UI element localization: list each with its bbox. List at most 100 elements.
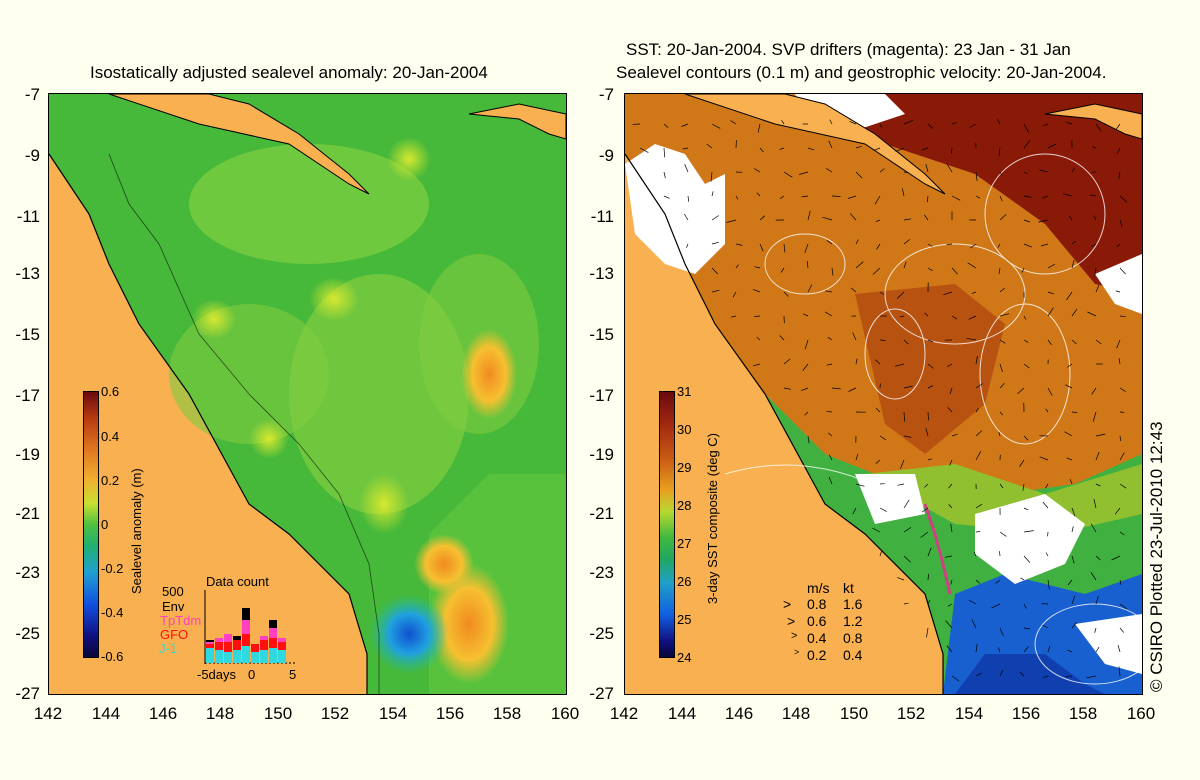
velocity-arrow (1067, 579, 1073, 586)
velocity-arrow (1094, 627, 1097, 633)
velocity-arrow (759, 147, 764, 153)
velocity-arrow (1023, 530, 1034, 533)
velocity-arrow (807, 284, 813, 293)
velocity-arrow (1020, 577, 1025, 581)
velocity-arrow (711, 289, 720, 293)
velocity-arrow (1091, 243, 1097, 248)
lat-tick-label: -25 (589, 624, 614, 643)
lat-tick-label: -23 (15, 563, 40, 582)
velocity-legend-kt: 1.6 (843, 596, 863, 612)
velocity-arrow (1067, 649, 1073, 653)
lat-tick-label: -15 (15, 325, 40, 344)
velocity-arrow (1045, 552, 1049, 557)
velocity-arrow (975, 503, 983, 509)
lon-tick-label: 158 (492, 704, 522, 723)
sealevel-contours (724, 153, 1142, 685)
velocity-arrow (1023, 140, 1031, 149)
velocity-arrow (903, 385, 913, 389)
lat-tick-label: -9 (24, 146, 40, 165)
velocity-arrow (971, 291, 977, 294)
velocity-arrow (950, 579, 953, 585)
lon-tick-label: 142 (609, 704, 639, 723)
velocity-arrow (663, 123, 669, 128)
velocity-arrow (849, 121, 857, 125)
velocity-arrow (897, 483, 905, 486)
velocity-arrow (1047, 645, 1051, 653)
velocity-arrow (824, 290, 833, 293)
sealevel-colorbar-label: 0.4 (101, 429, 120, 444)
sealevel-anomaly-field (49, 94, 566, 694)
velocity-arrow (731, 315, 737, 318)
sst-colorbar-label: 28 (677, 498, 692, 513)
velocity-arrow (1047, 143, 1057, 149)
velocity-arrow (999, 363, 1003, 373)
data-count-max: 500 (162, 584, 184, 599)
velocity-arrow (951, 195, 961, 201)
velocity-arrow (711, 267, 719, 275)
velocity-arrow (1116, 243, 1121, 247)
svp-drifter-track (923, 503, 952, 595)
velocity-arrow (1042, 123, 1049, 127)
velocity-arrow (783, 243, 786, 253)
velocity-arrow (783, 358, 791, 365)
velocity-arrow (730, 120, 737, 125)
velocity-arrow (1119, 483, 1127, 489)
velocity-arrow (781, 120, 785, 125)
velocity-arrow (927, 599, 931, 605)
sst-colorbar-label: 29 (677, 460, 692, 475)
velocity-arrow (975, 355, 978, 365)
velocity-arrow (783, 387, 791, 390)
velocity-arrow (1091, 387, 1097, 395)
lat-tick-label: -21 (589, 504, 614, 523)
velocity-arrow (779, 335, 785, 341)
velocity-arrow (855, 171, 863, 179)
velocity-arrow (804, 339, 809, 350)
velocity-arrow (1091, 146, 1097, 149)
velocity-arrow (969, 123, 977, 128)
lon-tick-label: 160 (550, 704, 580, 723)
velocity-arrow (1092, 411, 1097, 422)
velocity-arrow (998, 267, 1001, 275)
data-count-axis-label: 5 (289, 667, 297, 682)
velocity-arrow (975, 430, 983, 437)
velocity-arrow (895, 147, 905, 152)
velocity-arrow (1023, 555, 1031, 563)
lon-tick-label: 142 (33, 704, 63, 723)
lat-tick-label: -15 (589, 325, 614, 344)
lon-tick-label: 148 (205, 704, 235, 723)
velocity-arrow (1017, 387, 1025, 395)
velocity-arrow (1023, 315, 1027, 320)
velocity-arrow (855, 454, 859, 461)
velocity-arrow (1071, 241, 1076, 245)
velocity-arrow (872, 267, 881, 275)
velocity-arrow (903, 555, 911, 563)
velocity-arrow (922, 507, 929, 513)
velocity-arrow (902, 188, 905, 197)
velocity-arrow (1117, 645, 1121, 653)
velocity-arrow (1071, 622, 1078, 629)
velocity-legend-kt: 0.8 (843, 630, 863, 646)
velocity-arrow (1045, 483, 1049, 489)
velocity-arrow (999, 411, 1003, 416)
velocity-arrow (903, 171, 909, 174)
velocity-arrow (968, 315, 977, 320)
velocity-arrow (1090, 523, 1097, 533)
velocity-arrow (1118, 666, 1121, 677)
velocity-arrow (711, 191, 714, 197)
velocity-arrow (903, 119, 914, 125)
velocity-arrow (999, 551, 1001, 557)
velocity-arrow (1071, 526, 1074, 533)
velocity-arrow (997, 647, 1001, 653)
velocity-legend-arrow-icon: > (794, 647, 800, 657)
sst-colorbar-title: 3-day SST composite (deg C) (705, 433, 720, 604)
velocity-arrow (826, 410, 833, 413)
velocity-arrow (999, 531, 1007, 537)
velocity-arrow (975, 579, 981, 584)
velocity-arrow (1071, 167, 1075, 173)
velocity-arrow (779, 147, 785, 150)
velocity-arrow (1089, 194, 1097, 197)
velocity-arrow (975, 195, 980, 199)
velocity-arrow (780, 267, 785, 273)
lon-tick-label: 158 (1068, 704, 1098, 723)
velocity-arrow (1039, 169, 1049, 173)
